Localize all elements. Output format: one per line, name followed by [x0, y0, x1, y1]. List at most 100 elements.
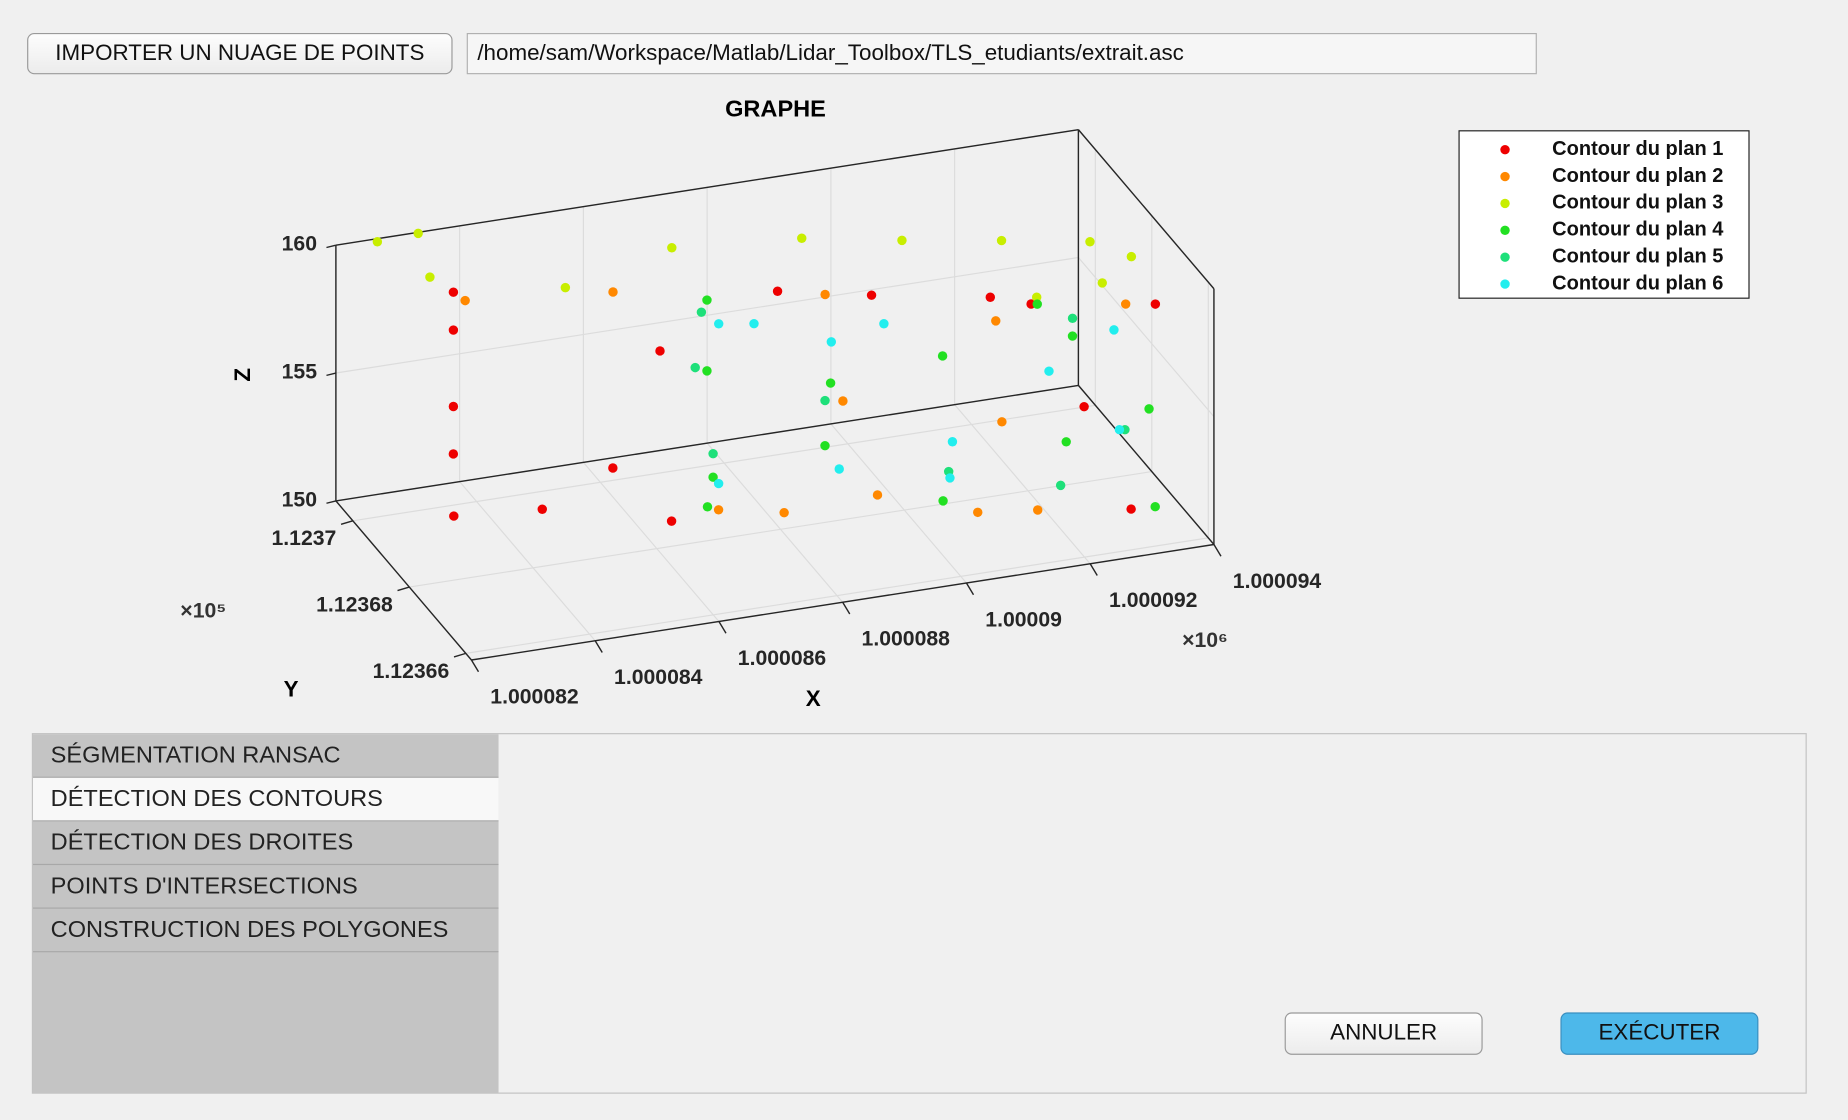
data-point: [779, 507, 789, 518]
data-point: [820, 440, 830, 451]
data-point: [448, 401, 459, 412]
x-tick-mark: [1213, 544, 1222, 557]
data-point: [696, 307, 707, 317]
data-point: [690, 362, 700, 373]
data-point: [826, 337, 837, 347]
data-point: [834, 464, 844, 474]
data-point: [879, 319, 889, 329]
data-point: [667, 243, 677, 253]
chart-title: GRAPHE: [725, 96, 826, 122]
data-point: [1120, 299, 1131, 309]
data-point: [985, 292, 996, 302]
tab[interactable]: DÉTECTION DES DROITES: [32, 821, 499, 866]
x-exponent-label: ×10⁶: [1182, 629, 1228, 652]
x-tick-label: 1.000094: [1233, 570, 1322, 593]
grid-line: [352, 404, 1096, 522]
data-point: [713, 505, 724, 515]
x-tick-mark: [842, 601, 851, 615]
data-point: [973, 507, 983, 518]
data-point: [714, 319, 724, 329]
data-point: [1055, 480, 1066, 491]
data-point: [991, 316, 1001, 326]
z-tick-mark: [326, 244, 337, 249]
data-point: [1067, 313, 1078, 324]
legend-label: Contour du plan 5: [1552, 245, 1723, 267]
axis-box-edge: [335, 500, 472, 661]
data-point: [897, 235, 907, 246]
data-point: [937, 351, 948, 361]
y-tick-mark: [453, 652, 466, 658]
data-point: [1067, 331, 1078, 341]
data-point: [1044, 366, 1054, 376]
data-point: [1031, 292, 1042, 302]
grid-line: [465, 537, 1209, 654]
grid-line: [409, 470, 1152, 588]
data-point: [713, 478, 724, 489]
y-tick-mark: [397, 586, 410, 592]
legend-marker: [1500, 171, 1510, 182]
data-point: [872, 490, 883, 500]
legend-label: Contour du plan 4: [1552, 219, 1724, 241]
data-point: [820, 395, 830, 406]
x-tick-label: 1.000088: [862, 628, 951, 651]
data-point: [825, 378, 836, 388]
data-point: [838, 396, 848, 406]
axis-box-edge: [335, 384, 1079, 502]
legend-marker: [1500, 144, 1510, 155]
data-point: [1126, 504, 1136, 514]
x-tick-label: 1.00009: [985, 608, 1062, 631]
x-tick-mark: [718, 621, 727, 634]
data-point: [560, 282, 571, 293]
legend-label: Contour du plan 6: [1552, 272, 1723, 294]
import-button[interactable]: IMPORTER UN NUAGE DE POINTS: [27, 32, 453, 75]
x-tick-mark: [470, 659, 480, 673]
data-point: [1033, 505, 1043, 515]
data-point: [608, 287, 618, 297]
y-tick-label: 1.1237: [271, 527, 336, 550]
data-point: [708, 472, 718, 482]
data-point: [1150, 502, 1160, 512]
chart: GRAPHE X Y Z ×10⁶ ×10⁵ 1.000082 1.000084 1…: [180, 96, 1750, 711]
execute-button[interactable]: EXÉCUTER: [1560, 1012, 1759, 1055]
data-point: [702, 502, 713, 512]
data-point: [448, 325, 459, 335]
legend-marker: [1500, 198, 1510, 209]
x-tick-label: 1.000086: [738, 647, 827, 670]
data-point: [702, 366, 712, 376]
x-tick-mark: [1089, 563, 1098, 576]
z-tick-mark: [326, 500, 337, 504]
data-point: [425, 272, 435, 282]
data-point: [797, 233, 807, 243]
tab[interactable]: POINTS D'INTERSECTIONS: [32, 865, 499, 909]
data-point: [772, 286, 783, 296]
data-point: [1114, 424, 1125, 435]
data-point: [702, 295, 712, 305]
data-point: [537, 504, 547, 514]
y-exponent-label: ×10⁵: [180, 600, 226, 623]
data-point: [947, 437, 958, 447]
cancel-button[interactable]: ANNULER: [1284, 1012, 1483, 1055]
data-point: [655, 346, 665, 356]
legend-label: Contour du plan 1: [1552, 138, 1723, 160]
tab[interactable]: SÉGMENTATION RANSAC: [32, 734, 499, 778]
data-point: [938, 496, 948, 506]
grid-line: [706, 442, 844, 603]
data-point: [608, 463, 618, 473]
grid-line: [459, 481, 596, 642]
file-path-field[interactable]: /home/sam/Workspace/Matlab/Lidar_Toolbox…: [466, 32, 1537, 75]
legend-marker: [1500, 279, 1510, 289]
data-point: [749, 318, 759, 329]
data-point: [372, 237, 383, 247]
data-point: [820, 289, 830, 300]
axis-box-edge: [335, 128, 1079, 246]
tab[interactable]: CONSTRUCTION DES POLYGONES: [32, 909, 499, 953]
x-tick-label: 1.000084: [614, 666, 703, 689]
data-point: [708, 448, 718, 459]
tab[interactable]: DÉTECTION DES CONTOURS: [32, 777, 499, 822]
data-point: [448, 449, 459, 459]
data-point: [449, 511, 459, 521]
legend-label: Contour du plan 2: [1552, 165, 1723, 187]
x-tick-label: 1.000082: [490, 685, 578, 708]
data-point: [460, 295, 470, 306]
